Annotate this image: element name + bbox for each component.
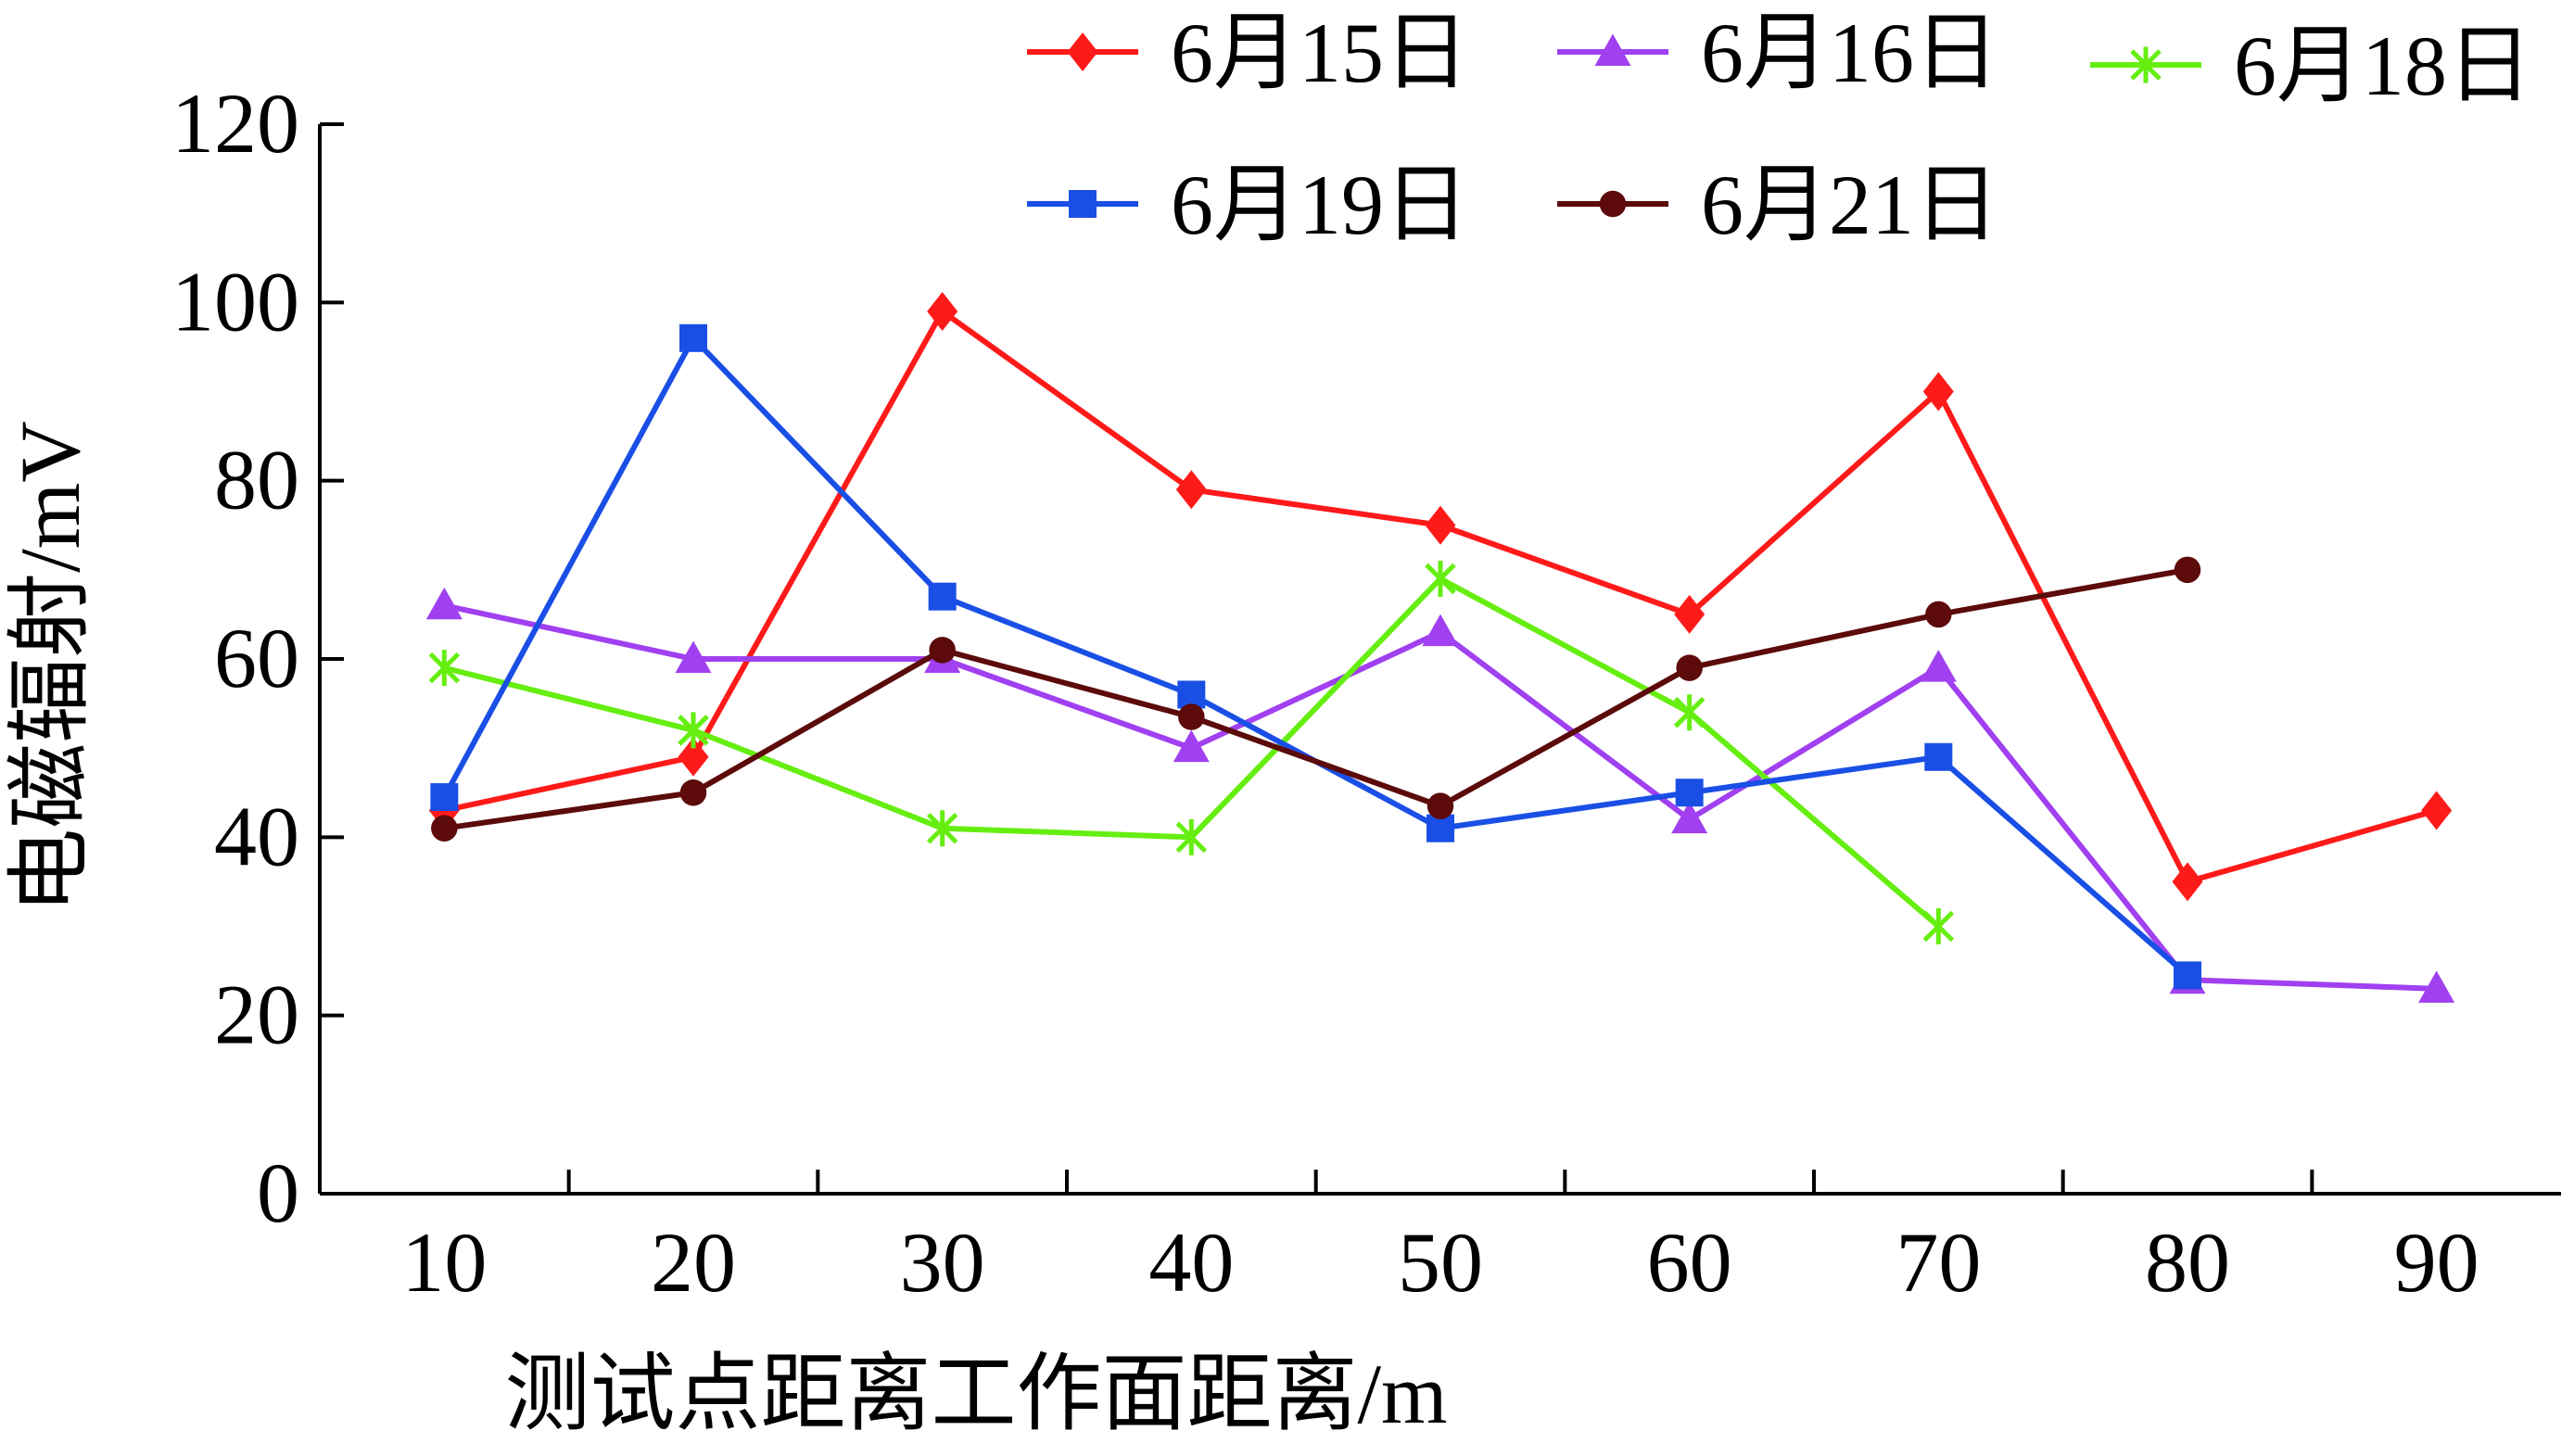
x-tick-label: 50 <box>1398 1215 1483 1310</box>
x-tick-label: 70 <box>1896 1215 1981 1310</box>
data-point <box>1675 779 1704 807</box>
y-tick-label: 20 <box>214 968 299 1062</box>
axes <box>318 122 2561 1196</box>
x-axis-label: 测试点距离工作面距离/m <box>504 1347 1447 1441</box>
tick-labels: 0 20 40 60 80 100 120 10 20 30 40 50 60 70 80 90 <box>171 76 2479 1310</box>
data-point <box>678 737 709 777</box>
data-point <box>425 587 463 620</box>
data-point <box>2174 961 2201 990</box>
x-tick-label: 30 <box>900 1215 985 1310</box>
legend-marker <box>1594 33 1631 66</box>
x-tick-label: 90 <box>2394 1215 2479 1310</box>
data-point <box>675 640 712 673</box>
x-tick-label: 10 <box>401 1215 487 1310</box>
data-point <box>926 810 958 847</box>
data-point <box>679 323 707 352</box>
series-1 <box>428 291 2453 902</box>
data-point <box>1673 694 1705 731</box>
data-point <box>1671 801 1708 834</box>
legend-item: 6月19日 <box>1027 158 1469 252</box>
x-tick-label: 20 <box>651 1215 736 1310</box>
legend-label: 6月18日 <box>2234 19 2532 113</box>
y-tick-label: 0 <box>257 1146 299 1240</box>
data-point <box>1920 650 1957 682</box>
data-point <box>2418 970 2455 1003</box>
data-point <box>927 291 958 331</box>
x-tick-label: 40 <box>1148 1215 1234 1310</box>
series-3 <box>428 560 1955 944</box>
data-point <box>2421 791 2453 830</box>
data-point <box>2174 556 2201 584</box>
data-point <box>430 783 459 812</box>
legend-label: 6月16日 <box>1701 6 1999 100</box>
legend-label: 6月15日 <box>1171 6 1469 100</box>
data-point <box>928 582 957 611</box>
y-tick-label: 60 <box>214 611 299 705</box>
data-point <box>428 650 461 687</box>
y-tick-label: 100 <box>171 254 299 348</box>
data-point <box>679 779 707 806</box>
x-tick-label: 80 <box>2145 1215 2230 1310</box>
legend-item: 6月18日 <box>2090 19 2532 113</box>
data-point <box>678 712 709 749</box>
x-tick-label: 60 <box>1647 1215 1732 1310</box>
y-tick-label: 40 <box>214 789 299 883</box>
legend: 6月15日 6月16日 6月18日 6月19日 6月21日 <box>1027 6 2532 252</box>
y-tick-label: 80 <box>214 433 299 527</box>
data-series <box>425 291 2455 1003</box>
data-point <box>1178 703 1205 730</box>
data-point <box>1425 560 1456 597</box>
data-point <box>1676 654 1703 681</box>
y-axis-label: 电磁辐射/mV <box>3 421 97 914</box>
data-point <box>1422 614 1459 647</box>
data-point <box>1922 372 1954 411</box>
series-line <box>443 566 2188 831</box>
legend-item: 6月21日 <box>1557 158 1999 252</box>
legend-item: 6月16日 <box>1557 6 1999 100</box>
data-point <box>2172 862 2203 902</box>
legend-label: 6月19日 <box>1171 158 1469 252</box>
series-5 <box>431 556 2201 842</box>
data-point <box>431 815 458 842</box>
data-point <box>1175 470 1207 510</box>
legend-marker <box>1067 32 1098 71</box>
data-point <box>929 637 956 664</box>
data-point <box>1173 729 1210 763</box>
legend-marker <box>2130 46 2162 83</box>
data-point <box>1426 792 1454 819</box>
legend-marker <box>1069 190 1097 218</box>
data-point <box>1425 505 1456 545</box>
legend-label: 6月21日 <box>1701 158 1999 252</box>
legend-item: 6月15日 <box>1027 6 1469 100</box>
data-point <box>1924 742 1953 771</box>
data-point <box>1925 601 1952 628</box>
data-point <box>1175 818 1208 855</box>
legend-marker <box>1599 190 1627 218</box>
data-point <box>1922 908 1955 944</box>
y-tick-label: 120 <box>171 76 299 171</box>
data-point <box>1674 594 1705 634</box>
